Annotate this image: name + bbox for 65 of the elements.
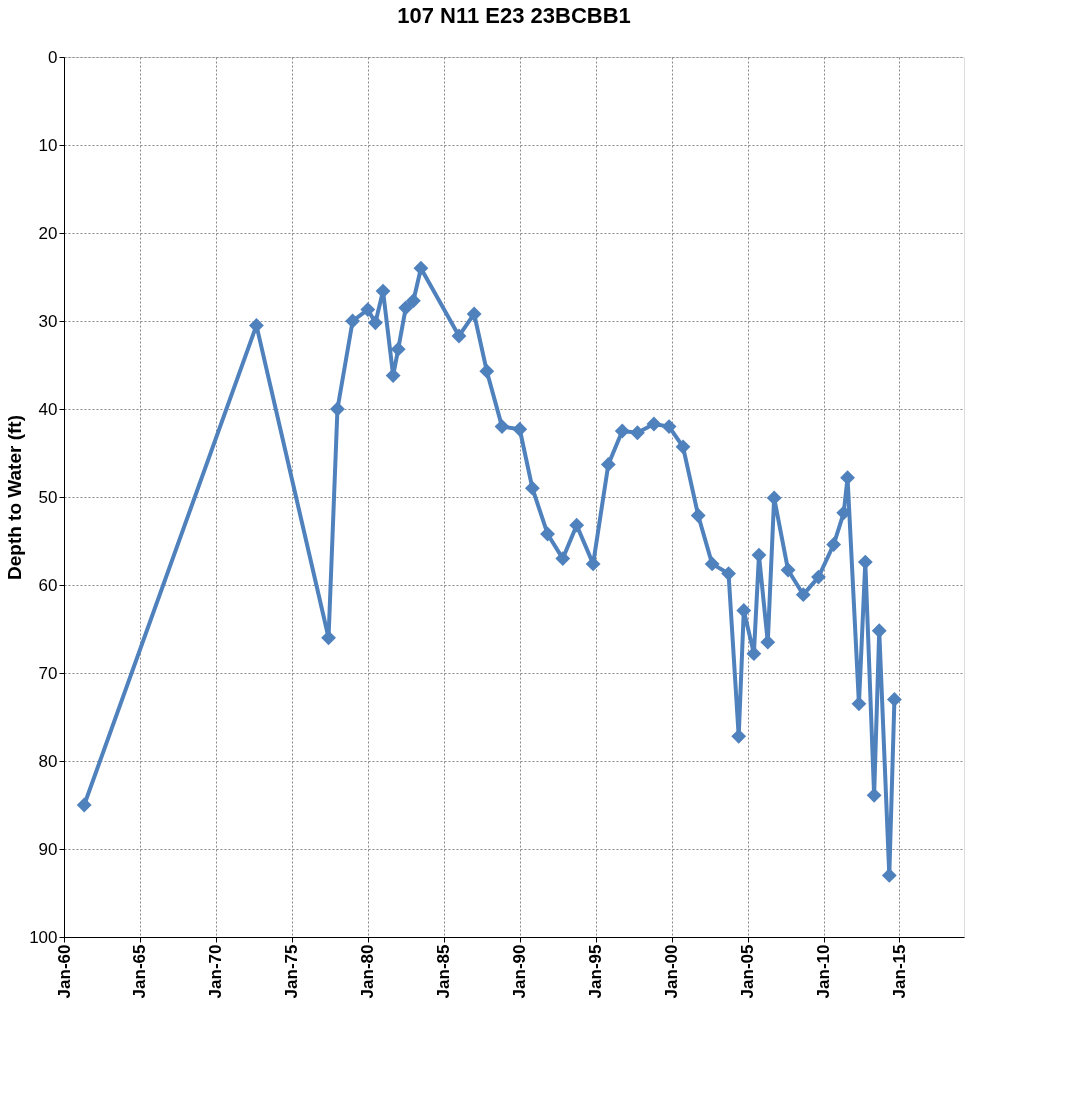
point (646, 416, 662, 432)
point (746, 646, 762, 662)
point (367, 315, 383, 331)
point (690, 508, 706, 523)
point (871, 623, 887, 639)
y-tick-label: 90 (38, 839, 58, 859)
y-tick-label: 80 (38, 751, 58, 771)
point (390, 341, 406, 357)
point (780, 562, 796, 578)
x-tick-label: Jan-65 (130, 944, 150, 999)
point (524, 480, 540, 496)
point (826, 537, 842, 552)
point (360, 302, 376, 317)
x-tick-label: Jan-70 (206, 944, 226, 999)
x-tick-label: Jan-75 (282, 944, 302, 999)
point (321, 630, 336, 646)
y-tick-label: 70 (38, 663, 58, 683)
point (345, 313, 361, 329)
point (451, 328, 467, 344)
point (413, 260, 429, 276)
point (811, 569, 826, 585)
point (600, 457, 616, 472)
x-tick-label: Jan-00 (662, 944, 682, 999)
point (721, 566, 736, 581)
x-tick-label: Jan-90 (510, 944, 530, 999)
point (630, 425, 645, 441)
point (661, 419, 677, 435)
point (494, 419, 510, 435)
x-tick-label: Jan-80 (358, 944, 378, 999)
y-tick-label: 40 (38, 399, 58, 419)
point (375, 283, 391, 299)
point (857, 554, 873, 570)
point (398, 300, 414, 316)
point (540, 526, 555, 542)
point (76, 797, 92, 813)
x-tick-label: Jan-05 (738, 944, 758, 999)
x-tick-label: Jan-15 (889, 944, 909, 999)
point (479, 363, 495, 379)
y-tick-label: 10 (38, 135, 58, 155)
x-tick-label: Jan-95 (586, 944, 606, 999)
point (512, 421, 528, 437)
y-tick-label: 20 (38, 223, 58, 243)
point (887, 691, 902, 707)
y-tick-label: 0 (48, 47, 58, 67)
x-tick-label: Jan-10 (814, 944, 834, 999)
y-tick-label: 30 (38, 311, 58, 331)
y-tick-label: 50 (38, 487, 58, 507)
point (385, 368, 401, 383)
point (704, 556, 720, 572)
point (751, 547, 767, 563)
x-tick-label: Jan-60 (54, 944, 74, 999)
chart-title: 107 N11 E23 23BCBB1 (397, 3, 631, 28)
point (614, 423, 630, 439)
y-axis-title: Depth to Water (ft) (4, 415, 26, 580)
point (466, 306, 482, 322)
y-tick-label: 60 (38, 575, 58, 595)
point (569, 517, 585, 533)
point (555, 551, 571, 567)
point (675, 439, 691, 455)
point (851, 696, 867, 712)
point (405, 293, 421, 309)
point (795, 587, 811, 603)
x-tick-label: Jan-85 (434, 944, 454, 999)
y-tick-label: 100 (29, 927, 58, 947)
point (736, 603, 752, 618)
